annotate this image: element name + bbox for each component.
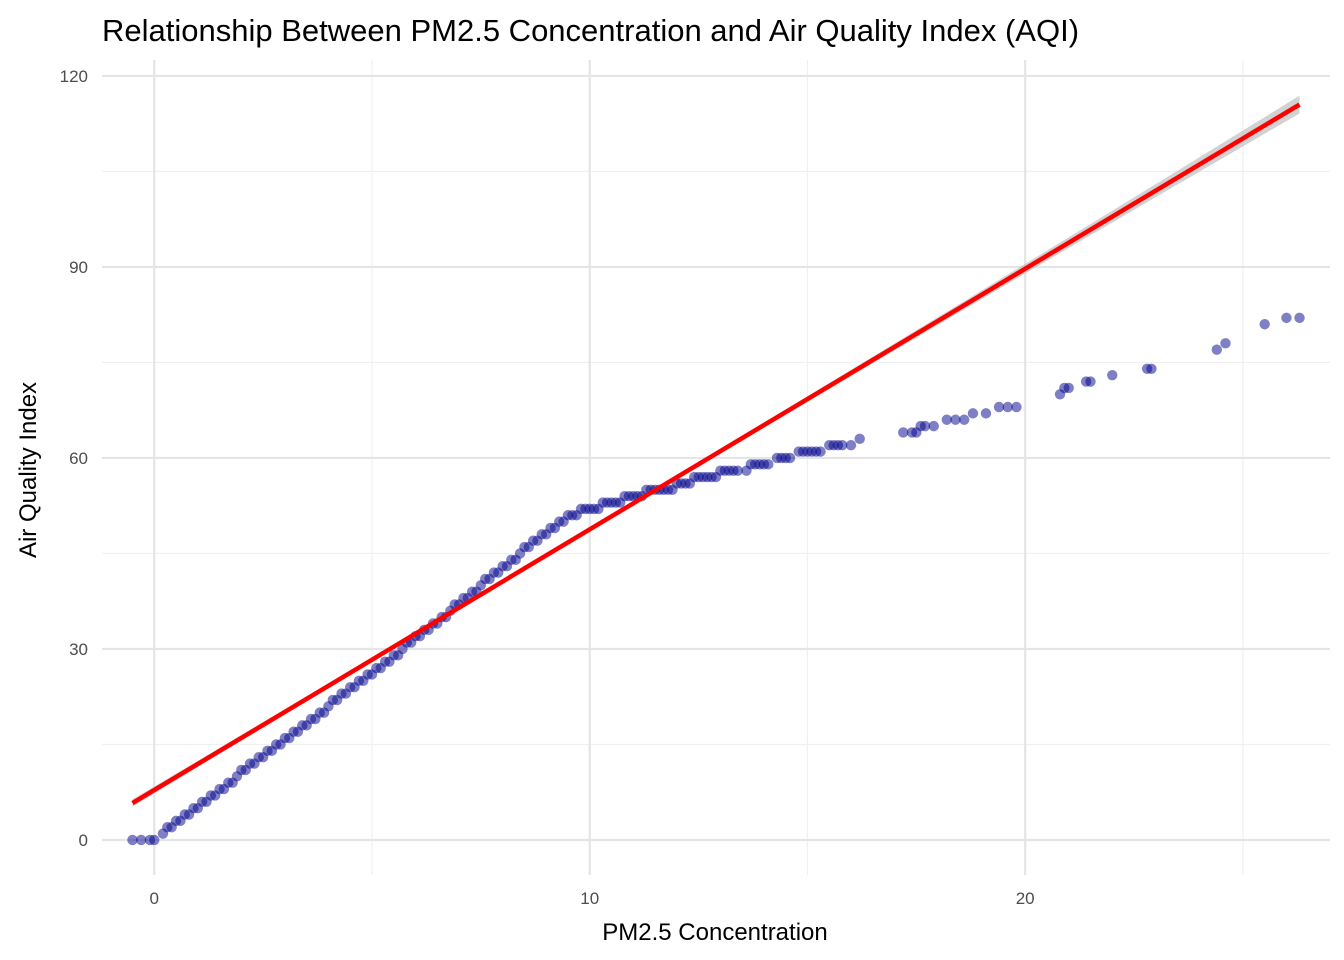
- data-point: [959, 414, 970, 425]
- data-point: [919, 420, 931, 432]
- data-point: [127, 834, 138, 846]
- data-point: [1259, 319, 1270, 330]
- y-tick-label: 60: [69, 449, 88, 468]
- data-point: [950, 414, 961, 425]
- data-point: [149, 834, 160, 846]
- y-tick-label: 30: [69, 640, 88, 659]
- data-point: [1211, 344, 1222, 355]
- data-point: [993, 401, 1005, 413]
- data-point: [1002, 401, 1013, 413]
- chart-title: Relationship Between PM2.5 Concentration…: [102, 13, 1079, 48]
- x-tick-label: 0: [150, 889, 159, 908]
- data-point: [941, 414, 952, 425]
- trend-line: [131, 102, 1301, 805]
- grid-lines: [102, 60, 1330, 875]
- data-point: [837, 440, 848, 451]
- x-tick-label: 10: [580, 889, 599, 908]
- data-point: [763, 459, 774, 470]
- data-point: [980, 408, 992, 419]
- y-tick-label: 90: [69, 258, 88, 277]
- data-point: [1294, 312, 1305, 324]
- data-points: [127, 312, 1305, 846]
- data-point: [135, 834, 147, 846]
- data-point: [928, 420, 939, 432]
- data-point: [1146, 363, 1157, 375]
- data-point: [784, 452, 796, 464]
- data-point: [854, 433, 865, 445]
- data-point: [1063, 382, 1074, 394]
- data-point: [732, 465, 743, 476]
- tick-labels: 0 10 20 0 30 60 90 120: [60, 67, 1035, 908]
- data-point: [1220, 338, 1231, 349]
- data-point: [1107, 369, 1118, 381]
- y-tick-label: 120: [60, 67, 88, 86]
- y-tick-label: 0: [79, 831, 88, 850]
- data-point: [1011, 401, 1022, 413]
- data-point: [898, 427, 909, 438]
- data-point: [1281, 312, 1292, 324]
- trend-line-layer: [131, 102, 1301, 805]
- data-point: [967, 408, 979, 419]
- x-axis-title: PM2.5 Concentration: [602, 919, 827, 946]
- data-point: [815, 446, 826, 457]
- x-tick-label: 20: [1016, 889, 1035, 908]
- data-point: [1085, 376, 1096, 387]
- data-point: [845, 440, 857, 451]
- y-axis-title: Air Quality Index: [15, 382, 42, 558]
